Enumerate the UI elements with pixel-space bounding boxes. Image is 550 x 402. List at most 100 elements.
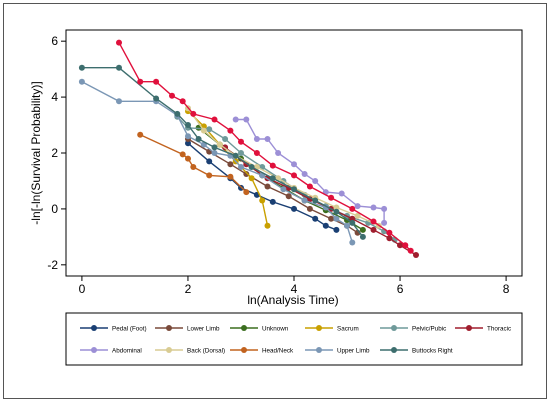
data-point [211, 150, 218, 156]
legend-label: Lower Limb [187, 325, 220, 332]
data-point [238, 164, 244, 170]
legend-label: Unknown [262, 325, 289, 332]
data-point [306, 205, 313, 212]
data-point [211, 144, 218, 151]
data-point [312, 215, 319, 222]
data-point [179, 98, 186, 105]
data-point [386, 235, 393, 242]
legend-item: Lower Limb [155, 325, 220, 332]
x-axis-title: ln(Analysis Time) [247, 293, 338, 307]
legend-label: Back (Dorsal) [187, 347, 225, 354]
data-point [280, 186, 287, 193]
data-point [227, 161, 234, 168]
data-point [269, 175, 276, 182]
data-point [232, 116, 239, 123]
y-tick-label: 4 [51, 90, 58, 104]
series-10 [78, 64, 366, 240]
data-point [78, 64, 85, 71]
legend-swatch-marker [241, 325, 247, 331]
data-point [312, 197, 319, 204]
data-point [238, 138, 244, 145]
data-point [185, 140, 191, 147]
data-point [116, 39, 122, 46]
data-point [211, 116, 218, 123]
legend-swatch-marker [391, 347, 397, 353]
data-point [169, 92, 175, 99]
data-point [269, 198, 276, 205]
legend-swatch-marker [91, 347, 97, 353]
legend-label: Abdominal [112, 347, 142, 354]
x-tick-label: 8 [503, 282, 510, 296]
x-tick-label: 4 [291, 282, 298, 296]
data-point [291, 186, 297, 193]
legend-label: Pedal (Foot) [112, 325, 147, 332]
data-point [153, 95, 160, 102]
data-point [291, 205, 297, 212]
data-point [248, 175, 255, 182]
legend-item: Upper Limb [305, 347, 370, 354]
data-point [206, 172, 213, 179]
series-8 [137, 131, 250, 196]
legend-swatch-marker [241, 347, 247, 353]
data-point [338, 190, 345, 197]
x-tick-label: 0 [79, 282, 86, 296]
y-tick-label: 0 [51, 202, 58, 216]
data-point [206, 126, 213, 133]
data-point [195, 136, 202, 142]
data-point [116, 98, 122, 105]
data-point [264, 136, 271, 142]
data-point [333, 204, 340, 211]
legend-swatch-marker [466, 325, 472, 331]
data-point [291, 172, 297, 179]
y-axis-title: -ln[-ln(Survival Probability)] [29, 81, 43, 224]
series-9 [78, 78, 356, 246]
data-point [349, 205, 356, 212]
data-point [301, 197, 308, 204]
data-point [137, 78, 144, 85]
legend-label: Pelvic/Pubic [412, 325, 446, 332]
data-point [137, 131, 144, 138]
y-tick-label: 2 [51, 146, 58, 160]
series-group [78, 39, 419, 258]
data-point [306, 183, 313, 190]
data-point [312, 178, 319, 184]
data-point [359, 226, 366, 233]
data-point [349, 239, 356, 246]
data-point [402, 242, 409, 249]
data-point [301, 171, 308, 177]
data-point [349, 219, 356, 226]
x-axis: 0 2 4 6 8 [79, 276, 510, 296]
legend-label: Upper Limb [337, 347, 370, 354]
data-point [259, 197, 266, 204]
legend-item: Head/Neck [230, 347, 294, 354]
data-point [407, 247, 414, 254]
data-point [190, 164, 197, 170]
series-11 [116, 39, 414, 254]
data-point [185, 122, 191, 128]
data-point [243, 171, 250, 177]
legend-label: Sacrum [337, 325, 359, 332]
data-point [227, 127, 234, 134]
data-point [291, 161, 297, 168]
y-tick-label: 6 [51, 34, 58, 48]
data-point [174, 110, 181, 117]
x-tick-label: 2 [185, 282, 192, 296]
data-point [370, 218, 377, 225]
data-point [200, 127, 207, 134]
legend-item: Pelvic/Pubic [380, 325, 446, 332]
plot-area [65, 29, 523, 277]
legend-item: Back (Dorsal) [155, 347, 225, 354]
x-tick-label: 6 [397, 282, 404, 296]
data-point [227, 173, 234, 180]
series-line [81, 81, 353, 243]
data-point [370, 204, 377, 211]
data-point [216, 141, 223, 148]
data-point [275, 150, 282, 156]
series-line [187, 142, 337, 231]
legend-label: Buttocks Right [412, 347, 453, 354]
data-point [222, 136, 229, 142]
data-point [185, 155, 191, 162]
data-point [185, 133, 191, 140]
legend: Pedal (Foot) Lower Limb Unknown Sacrum Pelvi… [80, 325, 511, 354]
